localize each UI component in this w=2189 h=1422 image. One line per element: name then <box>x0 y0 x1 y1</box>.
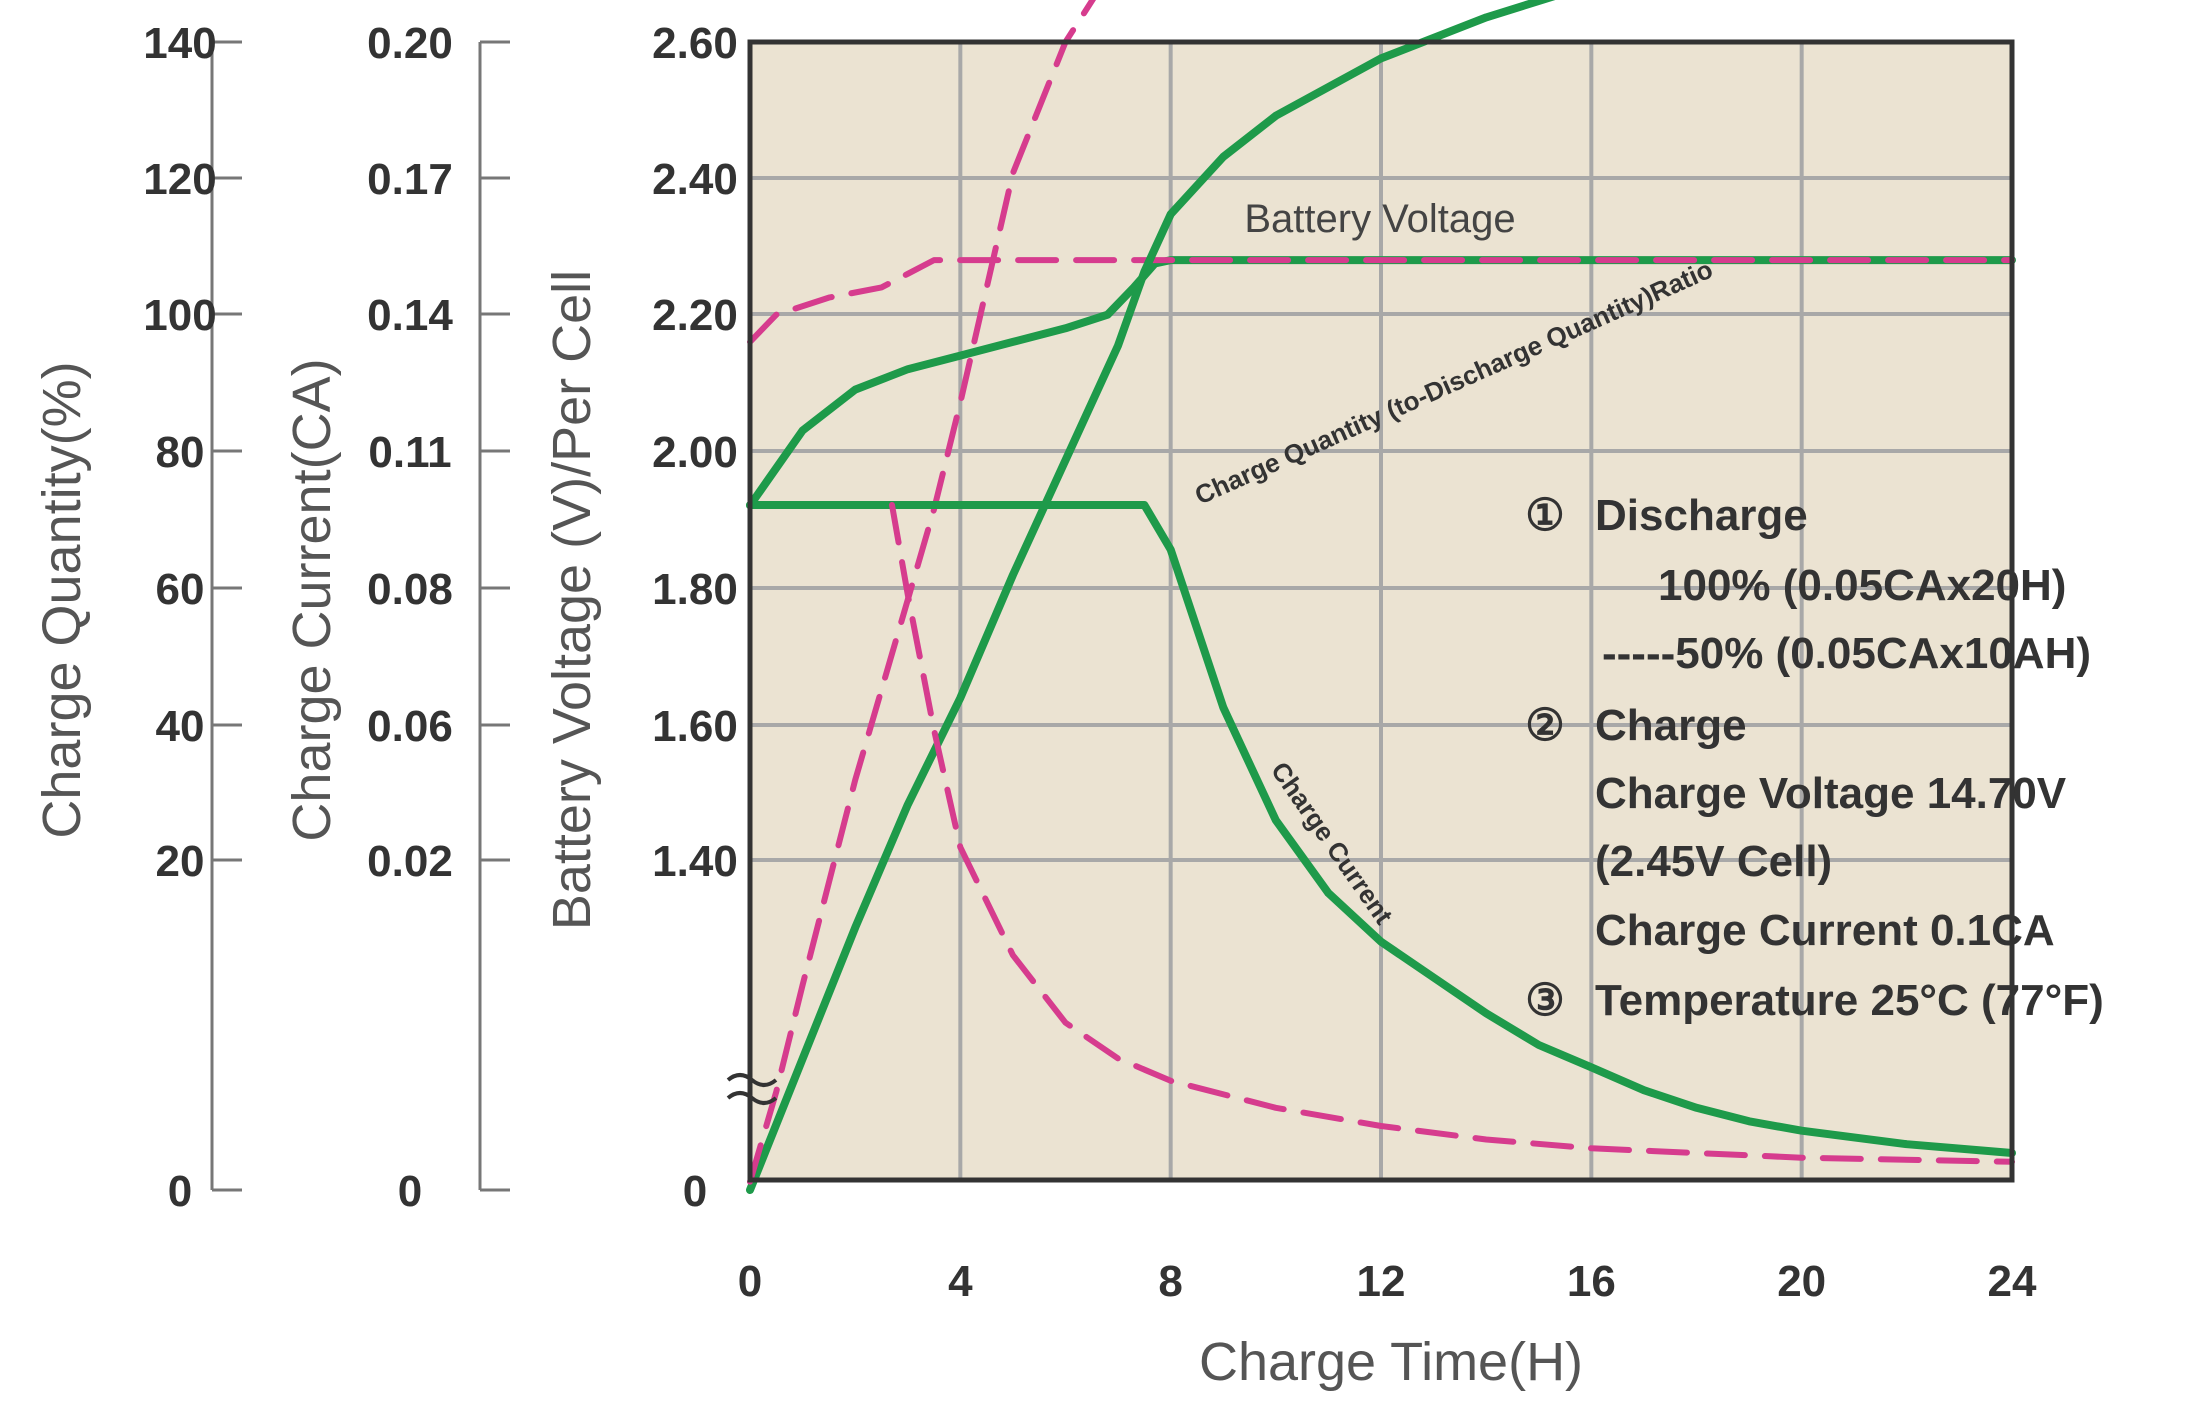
annotation-text: (2.45V Cell) <box>1595 837 1832 886</box>
y-tick-label: 100 <box>143 291 216 340</box>
y-tick-label: 0.17 <box>367 155 453 204</box>
y-tick-label: 0.08 <box>367 565 453 614</box>
annotation-text: Discharge <box>1595 491 1808 540</box>
x-tick-label: 8 <box>1158 1257 1182 1306</box>
annotation-text: Charge <box>1595 701 1747 750</box>
y-axis-title: Charge Quantity(%) <box>32 361 92 838</box>
x-tick-label: 4 <box>948 1257 973 1306</box>
annotation-text: Charge Current 0.1CA <box>1595 906 2055 955</box>
y-tick-label: 0.11 <box>368 428 451 477</box>
y-tick-label: 40 <box>156 702 205 751</box>
y-tick-label: 1.80 <box>652 565 738 614</box>
series-line-charge-current-solid <box>746 501 2016 1157</box>
annotation-text: -----50% (0.05CAx10AH) <box>1602 629 2091 678</box>
annotation-text: Charge Voltage 14.70V <box>1595 769 2067 818</box>
x-tick-label: 16 <box>1567 1257 1616 1306</box>
curve-label-battery-voltage: Battery Voltage <box>1244 197 1515 241</box>
series-line-battery-voltage-dashed <box>747 257 2015 345</box>
annotation-marker: ① <box>1525 491 1564 540</box>
plot-frame <box>747 39 2015 1183</box>
y-tick-label: 20 <box>156 837 205 886</box>
x-tick-label: 20 <box>1777 1257 1826 1306</box>
y-tick-label: 0.14 <box>367 291 453 340</box>
y-tick-label: 1.40 <box>652 837 738 886</box>
y-tick-label: 0 <box>168 1167 192 1216</box>
y-tick-label: 0.20 <box>367 19 453 68</box>
y-tick-label: 80 <box>156 428 205 477</box>
x-tick-label: 24 <box>1988 1257 2037 1306</box>
y-tick-label: 0.06 <box>367 702 453 751</box>
y-tick-label: 0 <box>398 1167 422 1216</box>
series-line-charge-quantity-solid <box>746 0 1556 1194</box>
y-tick-label: 60 <box>156 565 205 614</box>
y-tick-label: 2.40 <box>652 155 738 204</box>
x-tick-label: 12 <box>1357 1257 1406 1306</box>
y-tick-label: 120 <box>143 155 216 204</box>
y-tick-label: 1.60 <box>652 702 738 751</box>
x-axis-title: Charge Time(H) <box>1199 1332 1583 1392</box>
y-tick-label: 2.00 <box>652 428 738 477</box>
annotation-marker: ② <box>1525 701 1564 750</box>
annotation-marker: ③ <box>1525 976 1564 1025</box>
x-tick-label: 0 <box>738 1257 762 1306</box>
series-line-charge-current-dashed <box>889 502 2015 1165</box>
y-tick-label: 2.60 <box>652 19 738 68</box>
annotation-text: 100% (0.05CAx20H) <box>1658 561 2066 610</box>
y-tick-label: 140 <box>143 19 216 68</box>
annotation-text: Temperature 25°C (77°F) <box>1595 976 2104 1025</box>
y-axis-title: Charge Current(CA) <box>282 358 342 841</box>
y-tick-label: 0.02 <box>367 837 453 886</box>
y-tick-label: 2.20 <box>652 291 738 340</box>
series-line-charge-quantity-dashed <box>747 0 1097 1185</box>
y-axis-title: Battery Voltage (V)/Per Cell <box>542 270 602 930</box>
y-tick-label: 0 <box>683 1167 707 1216</box>
